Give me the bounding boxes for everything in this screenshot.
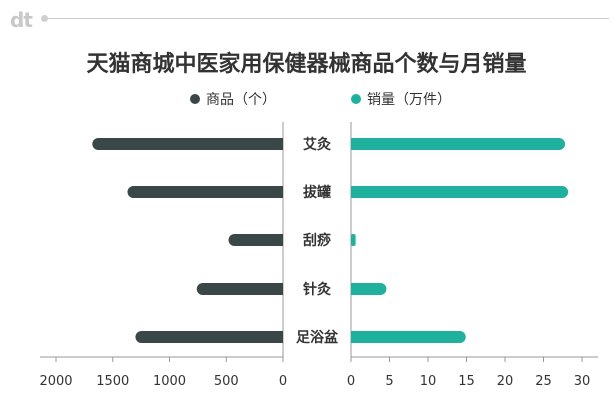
category-label: 针灸 [302, 281, 331, 298]
bars [92, 138, 569, 343]
bar-right-sales [351, 283, 387, 295]
legend-marker-right [351, 94, 361, 104]
left-tick-label: 0 [279, 374, 287, 389]
bar-right-sales [351, 138, 566, 150]
right-tick-label: 0 [347, 374, 355, 389]
right-tick-label: 30 [574, 374, 591, 389]
bar-left-products [135, 331, 283, 343]
left-tick-label: 500 [214, 374, 239, 389]
bar-right-sales-cap [351, 138, 359, 150]
left-tick-label: 1500 [96, 374, 129, 389]
bar-right-sales [351, 331, 466, 343]
bar-right-sales-cap [351, 283, 359, 295]
header-rule [44, 18, 609, 19]
category-label: 刮痧 [303, 232, 331, 249]
brand-logo: dt [10, 8, 33, 32]
bar-right-sales-cap [351, 331, 359, 343]
right-tick-label: 25 [535, 374, 552, 389]
bar-left-products-cap [275, 138, 283, 150]
axes: 2000 1500 1000 500 0 0 5 10 15 20 25 30 [39, 122, 598, 389]
category-label: 艾灸 [303, 136, 331, 153]
bar-right-sales-cap [351, 186, 359, 198]
bar-left-products [92, 138, 283, 150]
category-label: 足浴盆 [296, 329, 339, 346]
bar-left-products [127, 186, 283, 198]
bar-left-products-cap [275, 283, 283, 295]
legend-marker-left [190, 94, 200, 104]
bar-left-products [228, 234, 283, 246]
legend: 商品（个） 销量（万件） [190, 92, 451, 108]
left-tick-label: 1000 [153, 374, 186, 389]
bar-left-products-cap [275, 186, 283, 198]
bar-left-products-cap [275, 331, 283, 343]
bar-right-sales [351, 234, 356, 246]
chart-title: 天猫商城中医家用保健器械商品个数与月销量 [86, 52, 527, 77]
category-label: 拔罐 [303, 184, 331, 201]
legend-label-left: 商品（个） [206, 92, 276, 108]
right-tick-label: 15 [458, 374, 475, 389]
bar-left-products-cap [275, 234, 283, 246]
left-tick-label: 2000 [39, 374, 72, 389]
bar-right-sales [351, 186, 569, 198]
legend-label-right: 销量（万件） [367, 92, 451, 108]
right-tick-label: 20 [497, 374, 514, 389]
right-tick-label: 10 [420, 374, 437, 389]
bar-left-products [196, 283, 283, 295]
right-tick-label: 5 [385, 374, 393, 389]
